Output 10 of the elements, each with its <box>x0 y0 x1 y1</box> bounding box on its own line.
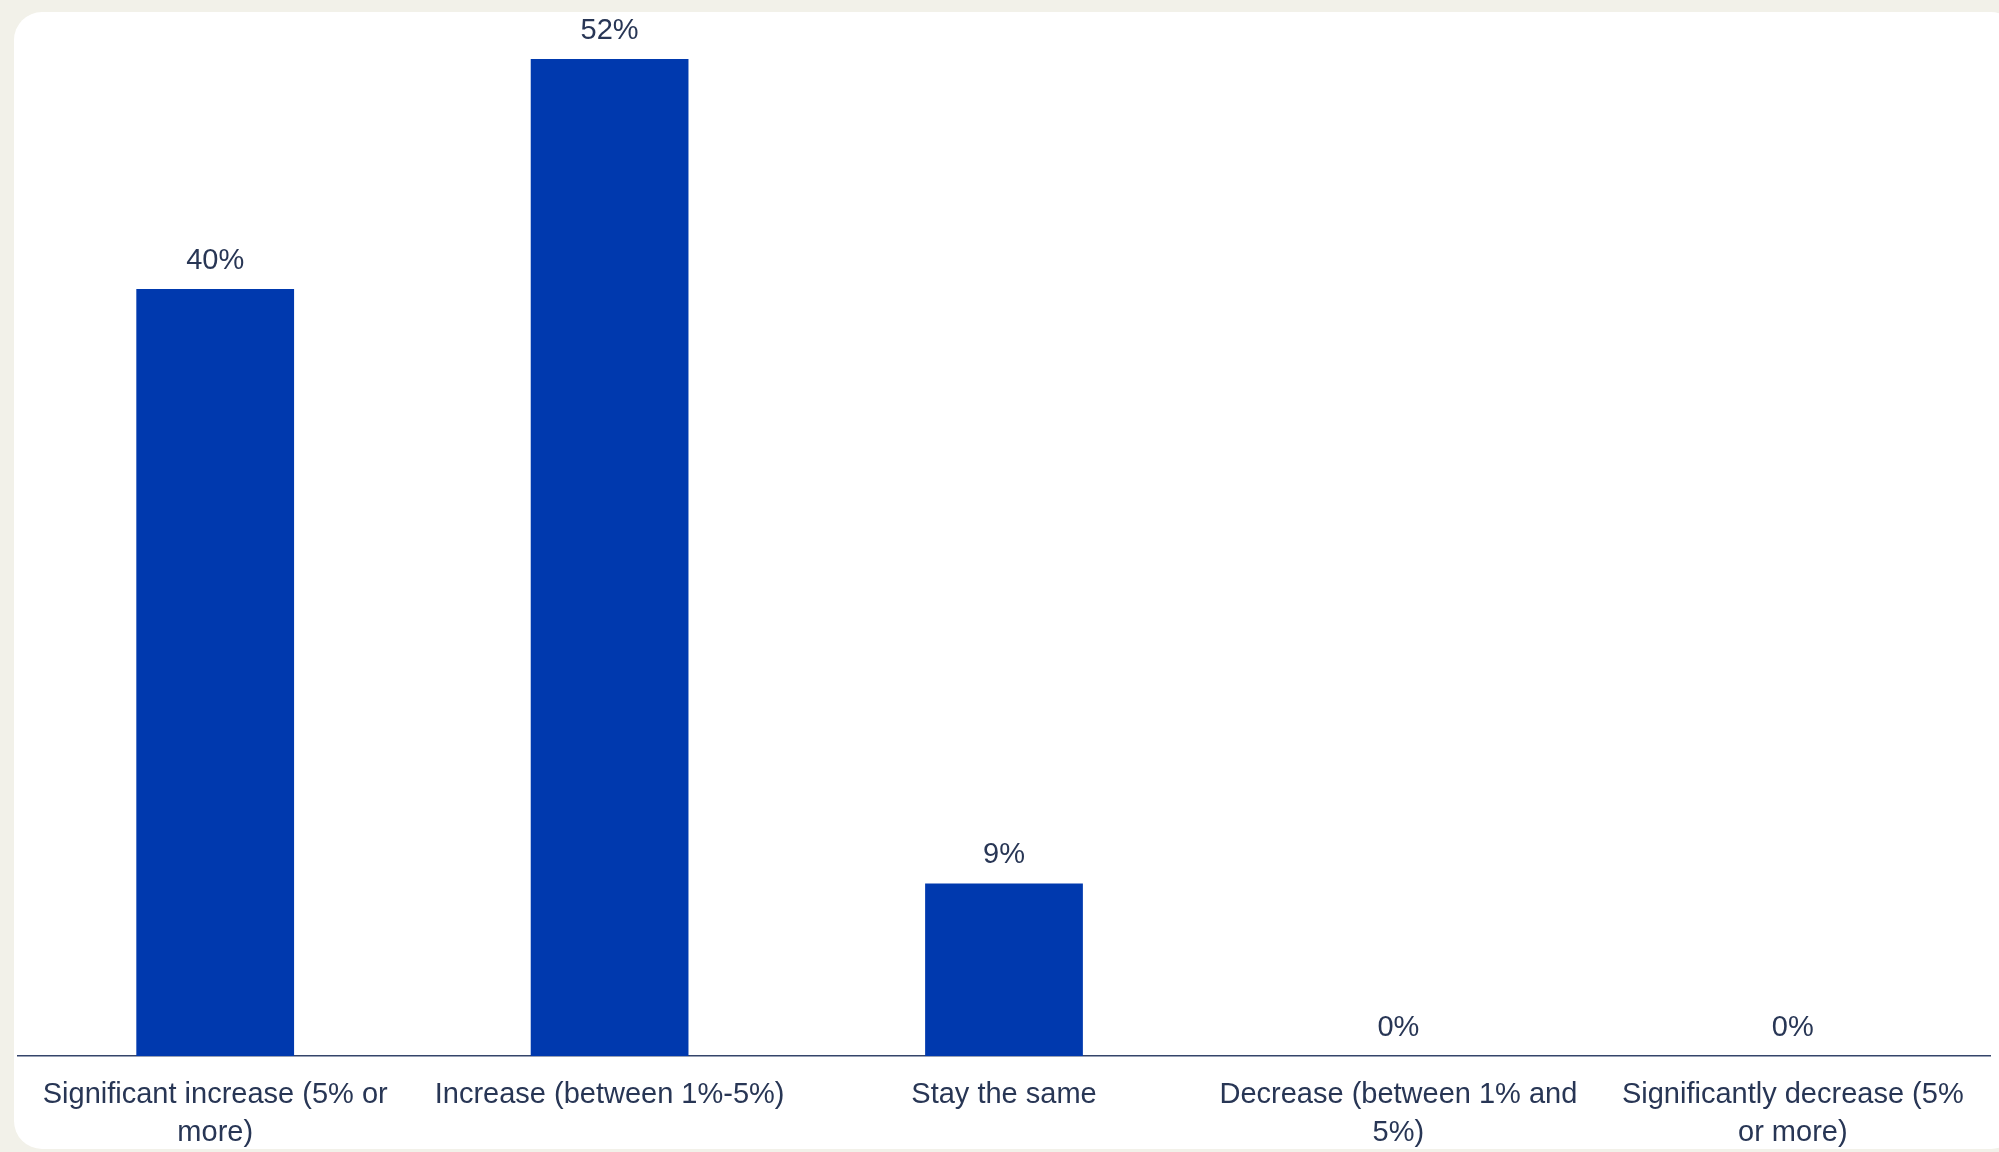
data-label: 52% <box>580 12 639 45</box>
x-tick-label: Stay the same <box>911 1077 1097 1110</box>
x-tick-label: Significantly decrease (5% or more) <box>1621 1077 1964 1148</box>
x-tick-label: Significant increase (5% or more) <box>42 1077 389 1148</box>
x-tick-label: Decrease (between 1% and 5%) <box>1219 1077 1578 1148</box>
data-label: 0% <box>1377 1009 1420 1042</box>
data-label: 40% <box>186 242 245 275</box>
x-tick-label: Increase (between 1%-5%) <box>434 1077 785 1110</box>
data-label: 9% <box>983 836 1025 869</box>
data-label: 0% <box>1771 1009 1814 1042</box>
